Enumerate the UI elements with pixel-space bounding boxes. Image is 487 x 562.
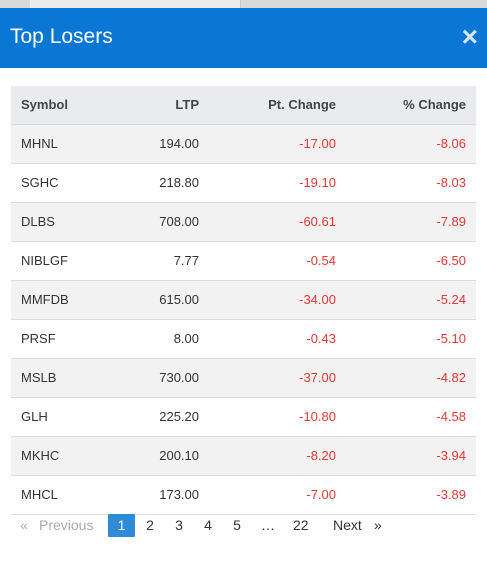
background-panel <box>30 0 241 8</box>
table-row: PRSF 8.00 -0.43 -5.10 <box>11 320 476 359</box>
modal-title: Top Losers <box>10 25 113 48</box>
column-header: Symbol <box>21 97 68 112</box>
table-row: MHNL 194.00 -17.00 -8.06 <box>11 125 476 164</box>
page-button[interactable]: … <box>261 517 275 533</box>
table-row: MMFDB 615.00 -34.00 -5.24 <box>11 281 476 320</box>
cell-value: -5.24 <box>436 292 466 307</box>
symbol: MMFDB <box>21 292 69 307</box>
symbol: PRSF <box>21 331 56 346</box>
prev-button[interactable]: Previous <box>39 517 94 533</box>
losers-table: Symbol LTP Pt. Change % Change MHNL 194.00 -17… <box>11 86 476 515</box>
cell-value: -8.20 <box>306 448 336 463</box>
cell-value: -10.80 <box>299 409 336 424</box>
column-header: LTP <box>175 97 199 112</box>
cell-value: -0.43 <box>306 331 336 346</box>
column-header: % Change <box>403 97 466 112</box>
table-row: GLH 225.20 -10.80 -4.58 <box>11 398 476 437</box>
cell-value: -3.89 <box>436 487 466 502</box>
symbol: MHCL <box>21 487 58 502</box>
cell-value: -6.50 <box>436 253 466 268</box>
modal-header: Top Losers × <box>0 8 487 68</box>
cell-value: -19.10 <box>299 175 336 190</box>
cell-value: 200.10 <box>159 448 199 463</box>
cell-value: -0.54 <box>306 253 336 268</box>
next-icon: » <box>374 517 382 533</box>
cell-value: -5.10 <box>436 331 466 346</box>
cell-value: -34.00 <box>299 292 336 307</box>
table-row: DLBS 708.00 -60.61 -7.89 <box>11 203 476 242</box>
table-row: SGHC 218.80 -19.10 -8.03 <box>11 164 476 203</box>
symbol: GLH <box>21 409 48 424</box>
header-row: Symbol LTP Pt. Change % Change <box>11 86 476 125</box>
column-header: Pt. Change <box>268 97 336 112</box>
page-button[interactable]: 22 <box>293 517 309 533</box>
symbol: MKHC <box>21 448 60 463</box>
symbol: MHNL <box>21 136 58 151</box>
cell-value: -7.00 <box>306 487 336 502</box>
close-button[interactable]: × <box>461 21 478 52</box>
cell-value: -37.00 <box>299 370 336 385</box>
symbol: NIBLGF <box>21 253 68 268</box>
cell-value: 8.00 <box>173 331 199 346</box>
cell-value: 7.77 <box>173 253 199 268</box>
background-strip <box>0 0 487 8</box>
page-button[interactable]: 2 <box>146 517 154 533</box>
cell-value: -8.06 <box>436 136 466 151</box>
cell-value: 615.00 <box>159 292 199 307</box>
symbol: SGHC <box>21 175 59 190</box>
table-row: MSLB 730.00 -37.00 -4.82 <box>11 359 476 398</box>
page-button[interactable]: 4 <box>204 517 212 533</box>
symbol: DLBS <box>21 214 55 229</box>
cell-value: -7.89 <box>436 214 466 229</box>
cell-value: -4.58 <box>436 409 466 424</box>
cell-value: 225.20 <box>159 409 199 424</box>
page-button[interactable]: 5 <box>233 517 241 533</box>
symbol: MSLB <box>21 370 57 385</box>
cell-value: 173.00 <box>159 487 199 502</box>
pagination: « Previous 1 2 3 4 5 … 22 Next » <box>0 514 487 537</box>
table-row: NIBLGF 7.77 -0.54 -6.50 <box>11 242 476 281</box>
cell-value: -60.61 <box>299 214 336 229</box>
prev-icon: « <box>20 517 28 533</box>
page-button[interactable]: 3 <box>175 517 183 533</box>
table-row: MKHC 200.10 -8.20 -3.94 <box>11 437 476 476</box>
cell-value: 730.00 <box>159 370 199 385</box>
next-button[interactable]: Next <box>333 517 362 533</box>
cell-value: -8.03 <box>436 175 466 190</box>
cell-value: -17.00 <box>299 136 336 151</box>
page-button[interactable]: 1 <box>108 514 135 537</box>
cell-value: -3.94 <box>436 448 466 463</box>
table-row: MHCL 173.00 -7.00 -3.89 <box>11 476 476 515</box>
cell-value: 218.80 <box>159 175 199 190</box>
cell-value: 708.00 <box>159 214 199 229</box>
cell-value: 194.00 <box>159 136 199 151</box>
cell-value: -4.82 <box>436 370 466 385</box>
